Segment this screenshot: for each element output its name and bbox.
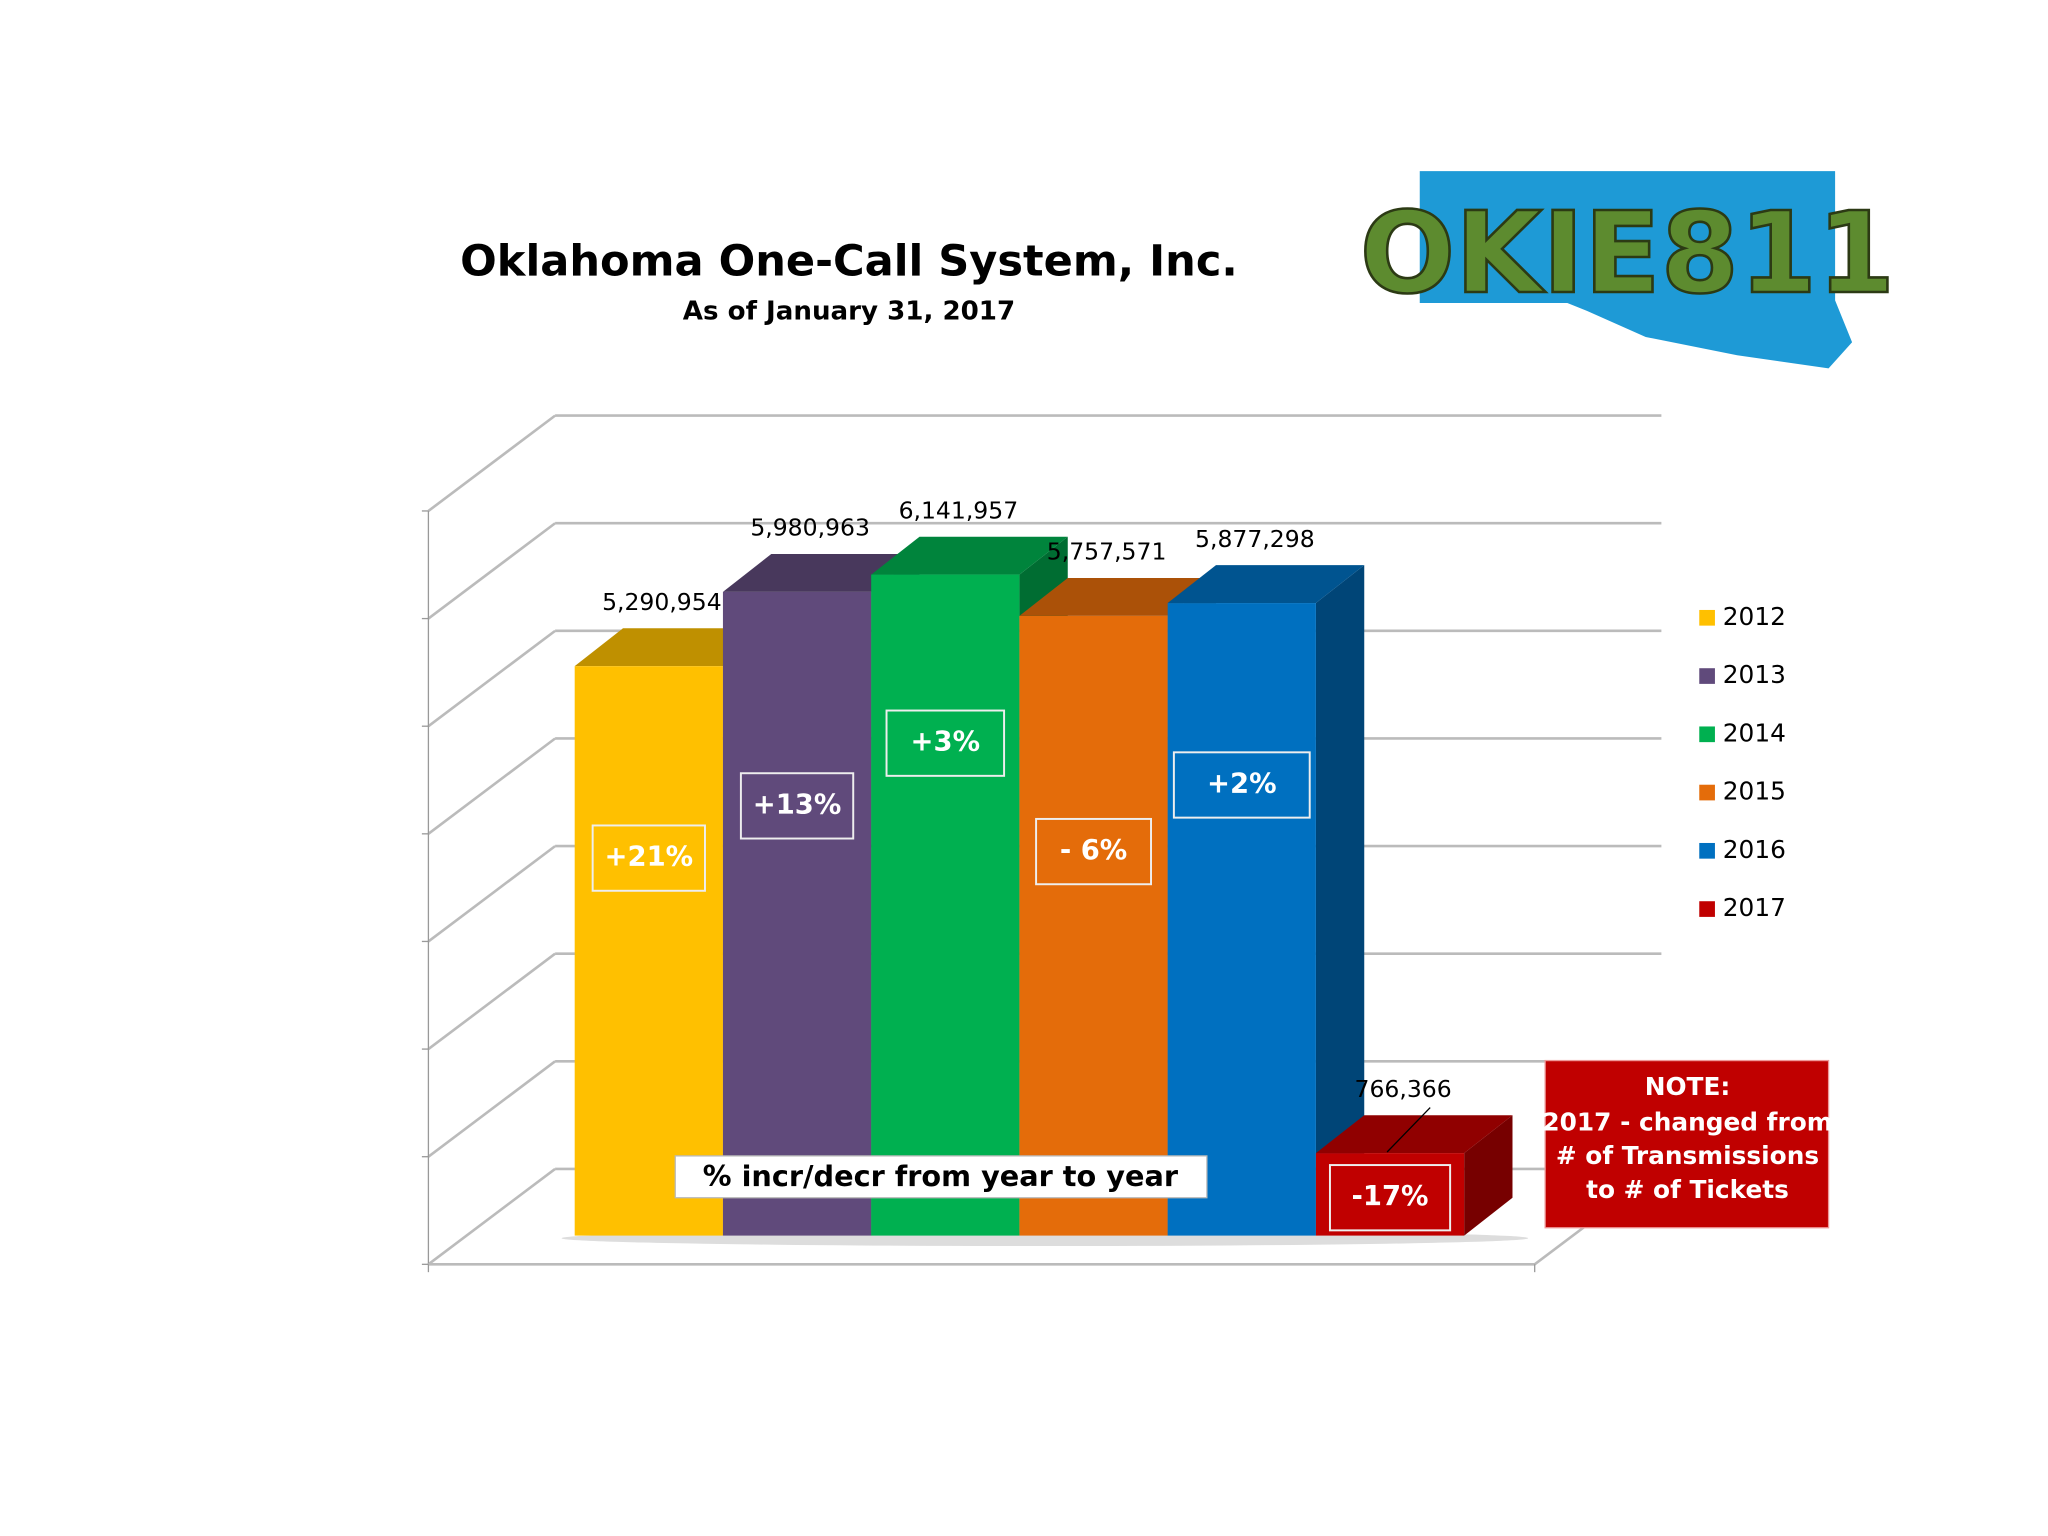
bar: [871, 574, 1020, 1236]
bar-top: [574, 628, 772, 667]
chart-subtitle: As of January 31, 2017: [683, 297, 1015, 327]
logo-text: OKIE811: [1360, 189, 1895, 319]
change-box: [1035, 817, 1152, 886]
legend-swatch: [1699, 842, 1715, 859]
legend-swatch: [1699, 901, 1715, 917]
note-line: NOTE:: [1645, 1072, 1731, 1101]
bar-top: [722, 554, 920, 592]
legend-swatch: [1699, 726, 1715, 743]
legend-label: 2017: [1723, 893, 1786, 922]
value-label: 5,757,571: [1047, 538, 1167, 566]
side-grid-line: [427, 1167, 556, 1266]
legend-swatch: [1699, 668, 1715, 684]
bar: [1019, 615, 1168, 1236]
change-label: -17%: [1352, 1181, 1429, 1212]
bar: [1167, 603, 1316, 1236]
side-grid-line: [427, 952, 556, 1051]
change-label: +2%: [1207, 768, 1277, 799]
change-label: +21%: [605, 842, 694, 873]
legend-swatch: [1699, 784, 1715, 801]
leader-line: [1386, 1107, 1431, 1153]
bar-side: [1464, 1115, 1513, 1236]
chart-title: Oklahoma One-Call System, Inc.: [460, 236, 1238, 286]
note-line: to # of Tickets: [1586, 1175, 1789, 1204]
change-box: [739, 772, 855, 840]
value-label: 766,366: [1355, 1075, 1452, 1103]
bar: [722, 591, 872, 1236]
bar-top: [1315, 1115, 1513, 1154]
change-label: +13%: [753, 789, 842, 820]
change-box: [885, 709, 1006, 777]
side-grid-line: [427, 414, 556, 512]
legend-label: 2012: [1723, 602, 1786, 631]
side-grid-line: [427, 1060, 556, 1158]
legend-swatch: [1699, 609, 1715, 626]
side-grid-line: [427, 845, 556, 943]
legend-label: 2014: [1723, 718, 1786, 747]
logo: OKIE811: [1358, 171, 1896, 369]
side-grid-line: [427, 737, 556, 835]
note-line: 2017 - changed from: [1542, 1107, 1832, 1136]
bar-side: [1315, 565, 1365, 1236]
legend-label: 2013: [1723, 660, 1786, 689]
bar: [1315, 1153, 1465, 1236]
value-label: 5,290,954: [602, 588, 722, 616]
bar-top: [1019, 578, 1216, 616]
value-label: 6,141,957: [899, 496, 1019, 524]
caption-box: [674, 1155, 1208, 1199]
change-box: [591, 824, 706, 892]
legend-label: 2015: [1723, 777, 1786, 806]
legend-label: 2016: [1723, 835, 1786, 864]
bar-top: [1167, 565, 1365, 604]
bar: [574, 666, 723, 1236]
bar-top: [871, 536, 1068, 575]
change-label: - 6%: [1060, 835, 1127, 866]
plot: 5,290,954+21%20125,980,963+13%20136,141,…: [421, 414, 1663, 1273]
logo-shape: [1419, 171, 1853, 369]
change-box: [1328, 1164, 1452, 1232]
change-caption: % incr/decr from year to year: [703, 1159, 1179, 1193]
value-label: 5,980,963: [750, 514, 870, 542]
side-grid-line: [427, 629, 556, 728]
change-box: [1172, 751, 1311, 819]
value-label: 5,877,298: [1195, 525, 1315, 553]
note-line: # of Transmissions: [1556, 1141, 1819, 1170]
change-label: +3%: [911, 727, 981, 758]
side-grid-line: [427, 522, 556, 620]
note-box: [1544, 1059, 1830, 1229]
